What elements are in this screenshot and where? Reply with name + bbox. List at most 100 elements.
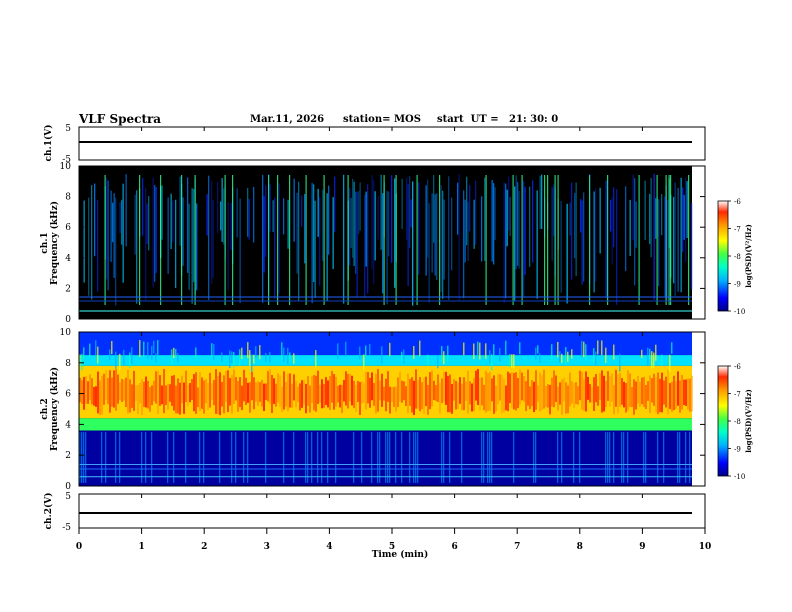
ch2-peak bbox=[531, 380, 533, 407]
ch2-peak bbox=[255, 382, 257, 402]
ch2-peak bbox=[331, 370, 333, 403]
ch1-voltage-tick-bottom: -5 bbox=[62, 155, 71, 165]
ch2-peak bbox=[241, 385, 243, 411]
ch1-burst bbox=[464, 199, 466, 263]
ch2-peak bbox=[163, 368, 165, 414]
ch2-upper bbox=[583, 341, 585, 358]
ch2-peak bbox=[485, 370, 487, 413]
ch2-peak bbox=[137, 385, 139, 414]
ch2-upper bbox=[505, 340, 507, 355]
ch2-peak bbox=[435, 385, 437, 402]
ch2-peak bbox=[209, 372, 211, 408]
ch1-burst bbox=[170, 193, 172, 250]
ch2-lower bbox=[489, 432, 491, 483]
ch1-burst bbox=[514, 186, 516, 302]
ch1-burst bbox=[206, 194, 208, 236]
ch2-peak bbox=[555, 375, 557, 403]
ch2-peak bbox=[633, 379, 635, 415]
ch2-upper bbox=[115, 351, 117, 369]
ch2-peak bbox=[479, 377, 481, 411]
ch2-peak bbox=[187, 384, 189, 407]
ch2-peak bbox=[235, 377, 237, 401]
ch2-lower bbox=[491, 432, 493, 483]
ch2-upper bbox=[123, 349, 125, 365]
ch2-peak bbox=[293, 374, 295, 401]
ch1-burst bbox=[673, 196, 675, 284]
ch2-peak bbox=[513, 373, 515, 410]
ch2-upper bbox=[581, 340, 583, 357]
ch1-burst bbox=[644, 180, 646, 240]
ch2-lower bbox=[513, 432, 515, 483]
ch2-peak bbox=[545, 385, 547, 408]
ch2-peak bbox=[371, 372, 373, 401]
ch1-burst bbox=[539, 175, 541, 229]
ch2-upper bbox=[585, 344, 587, 361]
ch2-peak bbox=[369, 377, 371, 408]
ch2-peak bbox=[629, 373, 631, 407]
ch2-lower bbox=[645, 432, 647, 483]
ch2-upper bbox=[259, 345, 261, 360]
ch1-burst bbox=[353, 181, 355, 267]
ch2-voltage-frame bbox=[78, 493, 706, 529]
ch2-peak bbox=[221, 381, 223, 407]
ch2-upper bbox=[109, 349, 111, 361]
time-axis-ticks: 0 1 2 3 4 5 6 7 8 9 10 bbox=[76, 127, 711, 552]
ch2-peak bbox=[587, 376, 589, 400]
ch2-peak bbox=[315, 375, 317, 412]
ch2-peak bbox=[81, 380, 83, 404]
ch2-peak bbox=[349, 374, 351, 402]
freq-tick-label: 2 bbox=[65, 284, 71, 294]
ch2-peak bbox=[389, 386, 391, 414]
ch2-peak bbox=[681, 374, 683, 410]
ch2-upper bbox=[441, 346, 443, 362]
ch1-burst bbox=[377, 196, 379, 240]
ch1-burst bbox=[365, 191, 367, 267]
ch2-lower bbox=[247, 432, 249, 483]
ch1-burst bbox=[278, 183, 280, 294]
ch1-burst bbox=[625, 186, 627, 272]
ch1-burst bbox=[358, 190, 360, 235]
ch2-lower bbox=[483, 432, 485, 483]
ch1-burst bbox=[431, 193, 433, 273]
ch2-peak bbox=[301, 380, 303, 408]
ch2-upper bbox=[389, 342, 391, 356]
ch2-peak bbox=[179, 382, 181, 415]
ch2-upper bbox=[539, 353, 541, 363]
ch2-upper bbox=[519, 342, 521, 355]
ch2-peak bbox=[413, 380, 415, 415]
ch2-peak bbox=[421, 382, 423, 410]
ch1-burst bbox=[182, 197, 184, 266]
ch1-burst bbox=[518, 191, 520, 269]
ch2-peak bbox=[495, 385, 497, 412]
ch1-burst bbox=[107, 180, 109, 291]
ch2-peak bbox=[359, 382, 361, 415]
ch2-peak bbox=[637, 375, 639, 404]
ch1-burst bbox=[230, 202, 232, 251]
ch1-burst bbox=[436, 193, 438, 280]
ch2-lower bbox=[481, 432, 483, 483]
ch2-peak bbox=[169, 384, 171, 402]
ch2-peak bbox=[503, 378, 505, 413]
ch1-burst bbox=[575, 182, 577, 277]
ch2-lower bbox=[401, 432, 403, 483]
ch1-burst bbox=[167, 197, 169, 274]
ch1-burst bbox=[434, 194, 436, 276]
ch2-peak bbox=[461, 383, 463, 411]
ch2-peak bbox=[113, 370, 115, 408]
ch2-upper bbox=[251, 354, 253, 372]
ch2-lower bbox=[203, 432, 205, 483]
ch2-peak bbox=[91, 378, 93, 405]
ch1-burst bbox=[427, 179, 429, 258]
ch2-colorbar-ticks: -6 -7 -8 -9 -10 bbox=[728, 363, 745, 481]
ch2-peak bbox=[251, 371, 253, 401]
ch1-burst bbox=[650, 177, 652, 258]
ch2-lower bbox=[185, 432, 187, 483]
ch1-burst bbox=[94, 183, 96, 257]
ch2-peak bbox=[347, 373, 349, 409]
ch2-lower bbox=[621, 432, 623, 483]
ch2-peak bbox=[689, 378, 691, 412]
ch2-peak bbox=[353, 380, 355, 409]
ch2-peak bbox=[687, 378, 689, 410]
ch2-peak bbox=[473, 378, 475, 412]
ch1-burst bbox=[674, 182, 676, 296]
